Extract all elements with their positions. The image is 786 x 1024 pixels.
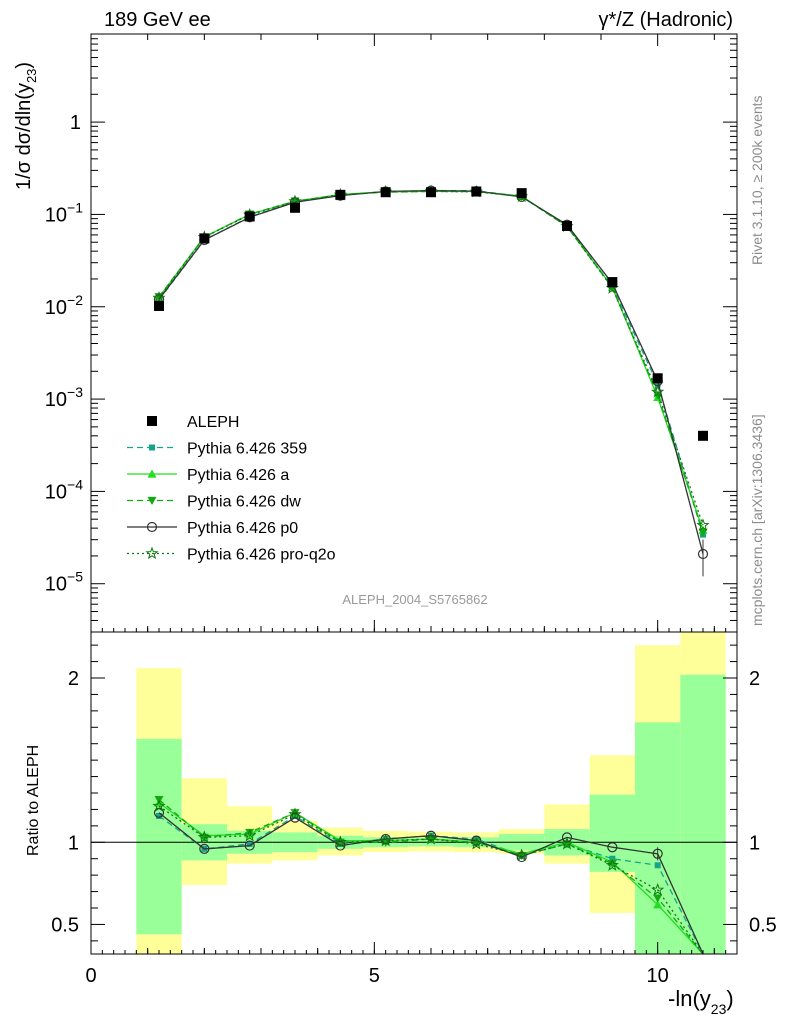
legend-label: Pythia 6.426 pro-q2o (187, 547, 336, 564)
ratio-tick-label-right: 1 (749, 832, 760, 854)
ratio-marker (607, 860, 617, 869)
ratio-line-5 (158, 805, 704, 955)
y-tick-label: 10−1 (45, 199, 83, 226)
aleph-data-point (199, 233, 210, 244)
ratio-marker (605, 858, 619, 871)
ratio-series-lines (152, 795, 704, 955)
y-axis-label-ratio: Ratio to ALEPH (25, 745, 42, 856)
header-left: 189 GeV ee (104, 9, 211, 31)
ratio-marker (199, 843, 210, 854)
y-tick-label: 10−4 (45, 476, 83, 503)
legend-marker (145, 546, 159, 560)
main-marker (698, 528, 708, 537)
legend-marker (147, 469, 157, 478)
y-tick-label: 10−5 (45, 569, 83, 596)
ratio-marker (243, 828, 257, 842)
ratio-marker (424, 832, 438, 845)
ratio-marker (654, 862, 661, 869)
legend-marker (149, 444, 155, 451)
ratio-marker (651, 882, 665, 896)
ratio-marker (425, 830, 437, 841)
side-text-top: Rivet 3.1.10, ≥ 200k events (749, 95, 765, 265)
legend-marker (147, 416, 157, 426)
aleph-data-point (698, 430, 708, 441)
aleph-data-point (244, 211, 255, 222)
aleph-data-point (607, 277, 618, 288)
ratio-marker (156, 813, 162, 819)
ratio-tick-label: 1 (68, 832, 79, 854)
x-tick-label: 0 (85, 965, 96, 987)
legend-marker (146, 521, 158, 533)
main-marker (654, 381, 661, 388)
ratio-marker (469, 836, 483, 850)
x-tick-label: 5 (369, 965, 380, 987)
ratio-marker (152, 799, 166, 812)
side-text-bottom: mcplots.cern.ch [arXiv:1306.3436] (749, 414, 765, 626)
ratio-marker (515, 848, 529, 862)
legend-label: Pythia 6.426 a (187, 467, 289, 484)
legend-label: Pythia 6.426 359 (187, 441, 307, 458)
legend-label: Pythia 6.426 dw (187, 494, 301, 511)
x-tick-label: 10 (647, 965, 669, 987)
main-series-lines (152, 184, 710, 577)
ratio-marker (333, 835, 347, 848)
ratio-marker (244, 840, 255, 851)
main-series-markers (154, 186, 708, 441)
aleph-data-point (380, 187, 391, 198)
aleph-data-point (516, 188, 527, 199)
aleph-data-point (154, 300, 164, 311)
ratio-marker (516, 851, 527, 863)
main-panel-frame (90, 33, 738, 633)
y-tick-label: 1 (70, 112, 81, 134)
aleph-data-point (335, 189, 346, 200)
x-axis-label: -ln(y23) (668, 986, 734, 1017)
band-inner (136, 738, 182, 935)
band-inner (635, 722, 681, 954)
aleph-data-point (562, 220, 572, 231)
ratio-line-4 (158, 812, 704, 955)
axes-ticks: 0 5 10 10−5 10−4 10−3 10−2 10−1 1 0.5 0.5 1 1 2 2 (45, 33, 777, 987)
ratio-tick-label-right: 2 (749, 668, 760, 690)
ratio-marker (560, 836, 574, 850)
main-marker (651, 385, 665, 398)
aleph-data-point (290, 202, 300, 213)
ratio-tick-label: 2 (68, 668, 79, 690)
legend-label: Pythia 6.426 p0 (187, 520, 298, 537)
ratio-marker (246, 840, 253, 847)
legend-marker (147, 496, 157, 505)
main-marker (152, 291, 166, 304)
ratio-marker (471, 835, 482, 846)
ratio-marker (335, 840, 346, 851)
aleph-data-point (652, 373, 663, 384)
ratio-marker (653, 900, 663, 909)
aleph-data-point (471, 186, 482, 197)
y-tick-label: 10−2 (45, 292, 83, 319)
ratio-tick-label-right: 0.5 (749, 914, 777, 936)
main-marker (696, 518, 710, 531)
header-right: γ*/Z (Hadronic) (599, 9, 733, 31)
legend: ALEPH Pythia 6.426 359 Pythia 6.426 a Pythi… (127, 414, 336, 564)
ratio-marker (653, 894, 663, 903)
ratio-marker (288, 807, 302, 820)
ratio-marker (607, 842, 618, 853)
ratio-uncertainty-bands (91, 632, 737, 954)
y-axis-label-main: 1/σ dσ/dln(y23) (13, 62, 39, 190)
legend-label: ALEPH (187, 414, 239, 431)
band-inner (680, 674, 726, 954)
ratio-marker (561, 832, 573, 843)
ratio-marker (379, 833, 393, 847)
ratio-tick-label: 0.5 (51, 914, 79, 936)
aleph-data-point (426, 187, 436, 198)
ratio-marker (245, 828, 255, 837)
y-tick-label: 10−3 (45, 384, 83, 411)
ratio-marker (197, 830, 211, 843)
watermark: ALEPH_2004_S5765862 (342, 592, 487, 607)
